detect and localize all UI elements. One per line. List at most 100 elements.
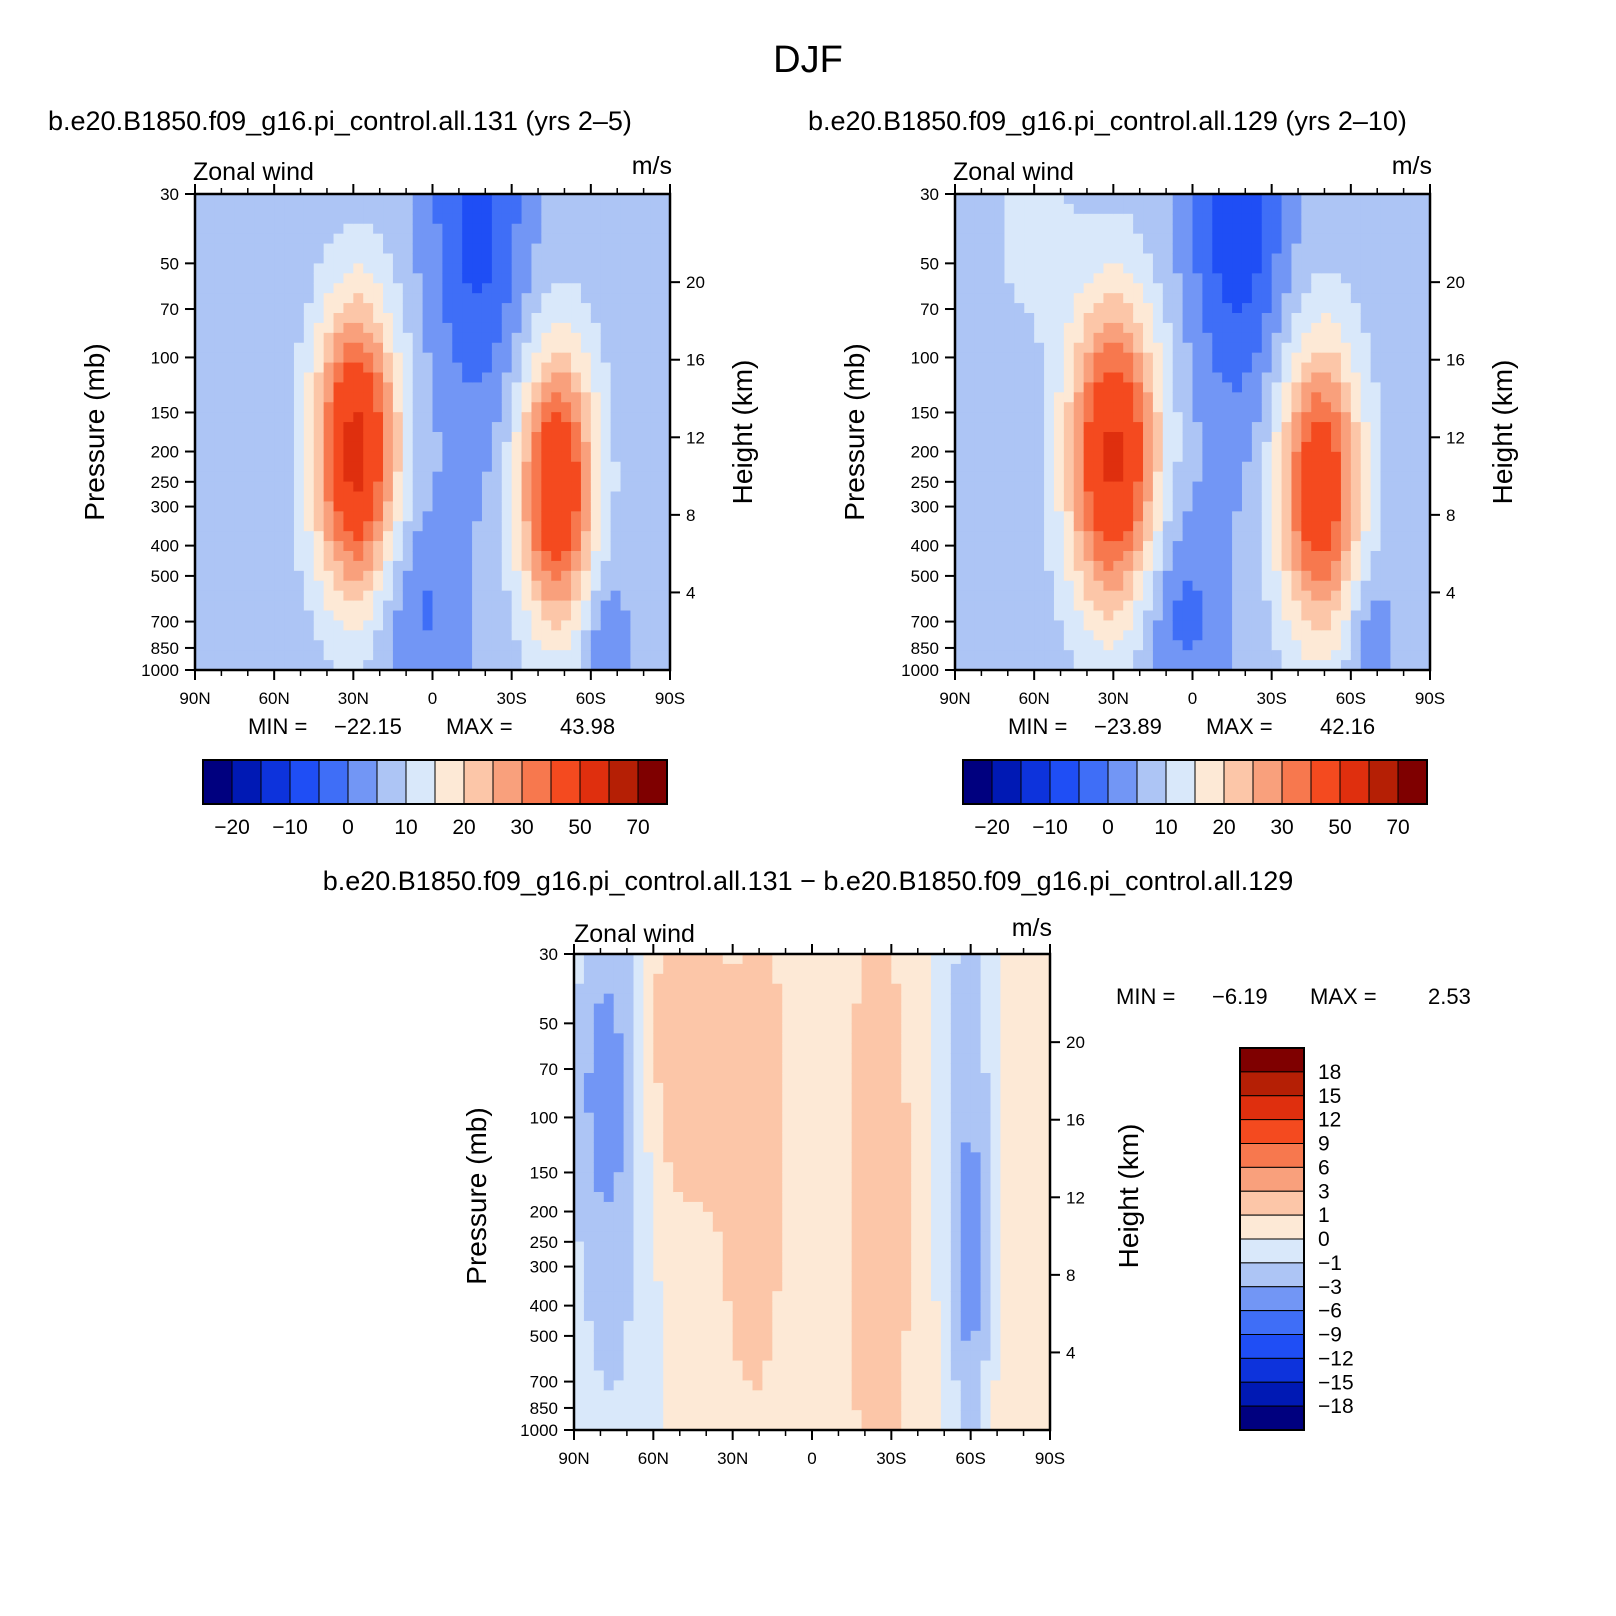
field-cell bbox=[1390, 580, 1401, 592]
y2-tick-label: 12 bbox=[686, 428, 705, 447]
field-cell bbox=[1004, 541, 1015, 552]
field-cell bbox=[1182, 194, 1194, 205]
field-cell bbox=[1232, 322, 1243, 334]
field-cell bbox=[452, 223, 463, 235]
field-cell bbox=[1410, 650, 1421, 661]
field-cell bbox=[1034, 382, 1045, 393]
field-cell bbox=[1281, 531, 1293, 542]
field-cell bbox=[1004, 332, 1015, 344]
field-cell bbox=[630, 402, 641, 413]
field-cell bbox=[1281, 293, 1293, 304]
field-cell bbox=[1014, 560, 1025, 572]
field-cell bbox=[551, 441, 562, 453]
field-cell bbox=[1301, 362, 1312, 374]
field-cell bbox=[1370, 531, 1382, 542]
field-cell bbox=[640, 521, 651, 532]
field-cell bbox=[1261, 422, 1273, 433]
field-cell bbox=[551, 412, 562, 423]
field-cell bbox=[964, 392, 976, 403]
field-cell bbox=[580, 263, 592, 274]
field-cell bbox=[353, 471, 364, 483]
field-cell bbox=[1202, 481, 1213, 493]
field-cell bbox=[422, 590, 434, 602]
field-cell bbox=[580, 293, 592, 304]
field-cell bbox=[1083, 570, 1095, 582]
field-cell bbox=[660, 293, 671, 304]
field-cell bbox=[442, 303, 453, 314]
field-cell bbox=[303, 640, 315, 651]
field-cell bbox=[1123, 194, 1134, 205]
field-cell bbox=[964, 491, 976, 503]
field-cell bbox=[1340, 273, 1352, 284]
field-cell bbox=[1083, 541, 1095, 552]
field-cell bbox=[303, 451, 315, 463]
field-cell bbox=[610, 253, 622, 265]
field-cell bbox=[1172, 273, 1184, 284]
field-cell bbox=[1370, 303, 1382, 314]
field-cell bbox=[1073, 213, 1085, 225]
field-cell bbox=[1390, 570, 1401, 582]
field-cell bbox=[571, 303, 582, 314]
field-cell bbox=[462, 560, 473, 572]
field-cell bbox=[1133, 471, 1144, 483]
field-cell bbox=[373, 293, 384, 304]
field-cell bbox=[392, 194, 404, 205]
field-cell bbox=[224, 511, 236, 522]
field-cell bbox=[1053, 362, 1065, 374]
field-cell bbox=[491, 253, 503, 265]
panel-1-max-label: MAX = bbox=[446, 714, 513, 739]
field-cell bbox=[640, 660, 651, 671]
field-cell bbox=[1281, 640, 1293, 651]
field-cell bbox=[640, 551, 651, 562]
field-cell bbox=[383, 283, 394, 294]
field-cell bbox=[1182, 620, 1194, 631]
field-cell bbox=[541, 382, 552, 393]
field-cell bbox=[1063, 342, 1075, 354]
field-cell bbox=[412, 441, 424, 453]
field-cell bbox=[593, 1320, 605, 1332]
field-cell bbox=[204, 491, 216, 503]
field-cell bbox=[1083, 461, 1095, 473]
field-cell bbox=[964, 303, 976, 314]
field-cell bbox=[1340, 213, 1352, 225]
field-cell bbox=[1321, 471, 1332, 483]
field-cell bbox=[984, 273, 996, 284]
field-cell bbox=[1251, 243, 1263, 255]
field-cell bbox=[244, 451, 255, 463]
field-cell bbox=[442, 342, 453, 354]
field-cell bbox=[1024, 580, 1035, 592]
field-cell bbox=[1103, 392, 1114, 403]
field-cell bbox=[660, 392, 671, 403]
field-cell bbox=[1350, 640, 1362, 651]
field-cell bbox=[511, 313, 523, 324]
field-cell bbox=[974, 402, 986, 413]
field-cell bbox=[574, 1380, 585, 1391]
field-cell bbox=[531, 352, 542, 364]
field-cell bbox=[1093, 600, 1105, 612]
field-cell bbox=[1014, 293, 1025, 304]
field-cell bbox=[363, 253, 374, 265]
field-cell bbox=[541, 580, 552, 592]
field-cell bbox=[511, 253, 523, 265]
field-cell bbox=[1301, 303, 1312, 314]
field-cell bbox=[610, 511, 622, 522]
field-cell bbox=[1162, 263, 1174, 274]
field-cell bbox=[1301, 342, 1312, 354]
field-cell bbox=[610, 461, 622, 473]
field-cell bbox=[620, 630, 632, 641]
field-cell bbox=[1400, 432, 1411, 443]
field-cell bbox=[442, 640, 453, 651]
field-cell bbox=[1113, 213, 1124, 225]
field-cell bbox=[472, 590, 483, 602]
field-cell bbox=[1113, 570, 1124, 582]
field-cell bbox=[452, 620, 463, 631]
field-cell bbox=[984, 451, 996, 463]
field-cell bbox=[561, 223, 572, 235]
field-cell bbox=[1123, 233, 1134, 245]
field-cell bbox=[501, 352, 513, 364]
field-cell bbox=[1331, 541, 1342, 552]
field-cell bbox=[580, 372, 592, 384]
field-cell bbox=[1093, 293, 1105, 304]
field-cell bbox=[491, 352, 503, 364]
field-cell bbox=[660, 322, 671, 334]
